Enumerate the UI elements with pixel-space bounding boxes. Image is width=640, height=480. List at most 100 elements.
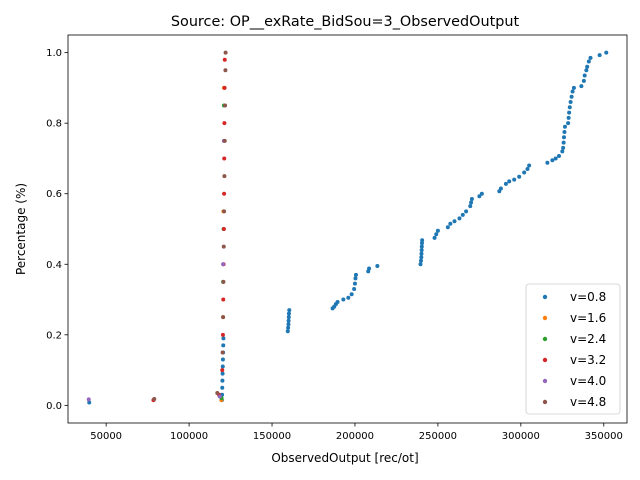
x-tick-label: 150000 [253,431,291,442]
data-point [448,221,453,226]
data-point [445,225,450,230]
data-point [222,156,227,161]
data-point [286,318,291,323]
data-point [586,59,591,64]
data-point [221,227,226,231]
data-point [581,78,586,83]
data-point [286,315,291,320]
legend-marker [542,336,548,342]
series-v=0.8 [87,50,609,405]
data-point [221,343,226,348]
data-point [562,124,567,129]
chart-title: Source: OP__exRate_BidSou=3_ObservedOutp… [171,14,520,30]
data-point [349,292,354,297]
data-point [353,276,358,281]
y-tick-label: 0.6 [46,189,62,200]
data-point [477,194,482,199]
y-tick-label: 0.2 [46,330,62,341]
data-point [561,145,566,150]
legend-label: v=0.8 [570,290,606,304]
data-point [220,357,225,362]
data-point [221,244,226,249]
data-point [527,163,532,168]
legend-marker [542,357,548,363]
data-point [432,235,437,240]
data-point [579,84,584,89]
y-tick-label: 0.4 [46,260,62,271]
data-point [223,68,228,73]
series-v=4.8 [152,50,228,402]
data-point [585,64,590,69]
data-point [567,110,572,115]
data-point [588,55,593,60]
points-layer [86,50,609,405]
data-point [464,209,469,214]
data-point [220,378,225,383]
y-tick-label: 0.8 [46,119,62,130]
data-point [352,286,357,291]
legend-label: v=4.8 [570,395,606,409]
data-point [468,204,473,209]
data-point [553,156,558,161]
data-point [286,311,291,316]
data-point [522,170,527,175]
data-point [220,332,225,337]
data-point [221,262,226,267]
legend-label: v=3.2 [570,353,606,367]
data-point [512,177,517,182]
y-tick-label: 0.0 [46,401,62,412]
legend: v=0.8 v=1.6 v=2.4 v=3.2 v=4.0 v=4.8 [525,283,621,415]
data-point [434,232,439,237]
data-point [582,73,587,78]
y-axis: 0.0 0.2 0.4 0.6 0.8 1.0 [46,48,68,412]
data-point [507,179,512,184]
data-point [222,85,227,90]
data-point [469,197,474,202]
legend-marker [542,399,548,405]
data-point [86,397,91,402]
data-point [222,174,227,179]
data-point [584,68,589,73]
data-point [570,89,575,94]
data-point [604,50,609,55]
x-tick-label: 50000 [90,431,122,442]
data-point [469,200,474,205]
data-point [460,212,465,217]
data-point [286,322,291,327]
data-point [568,100,573,105]
data-point [569,94,574,99]
data-point [221,297,226,302]
data-point [452,219,457,224]
data-point [223,50,228,55]
data-point [222,138,227,143]
data-point [567,105,572,110]
data-point [346,295,351,300]
data-point [220,385,225,390]
data-point [457,216,462,221]
legend-label: v=2.4 [570,332,606,346]
legend-label: v=1.6 [570,311,606,325]
x-tick-label: 250000 [419,431,457,442]
x-axis-label: ObservedOutput [rec/ot] [271,451,418,465]
data-point [435,228,440,233]
legend-marker [542,294,548,300]
y-axis-label: Percentage (%) [14,183,28,275]
data-point [498,186,503,191]
data-point [222,121,227,126]
data-point [220,364,225,369]
data-point [556,153,561,158]
data-point [221,315,226,320]
data-point [286,325,291,330]
x-tick-label: 350000 [585,431,623,442]
x-tick-label: 200000 [336,431,374,442]
data-point [479,191,484,196]
legend-marker [542,378,548,384]
data-point [222,57,227,62]
data-point [221,279,226,284]
data-point [375,264,380,269]
data-point [335,300,340,305]
data-point [503,181,508,186]
data-point [220,350,225,355]
data-point [550,158,555,163]
